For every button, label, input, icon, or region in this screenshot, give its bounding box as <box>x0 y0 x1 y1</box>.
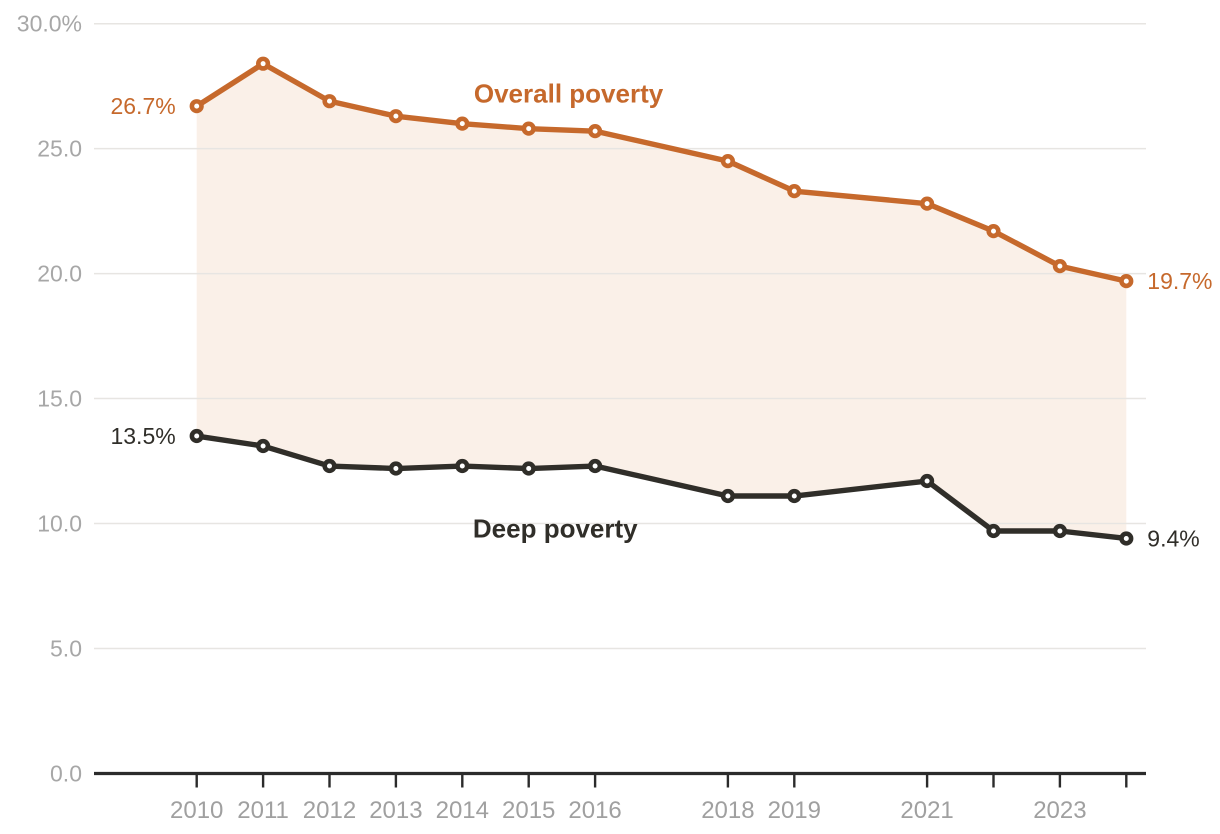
value-label-19.7-: 19.7% <box>1147 268 1212 294</box>
deep-poverty-point-2018 <box>720 488 736 504</box>
value-label-26.7-: 26.7% <box>110 93 175 119</box>
deep-poverty-point-2016 <box>587 458 603 474</box>
x-tick-label-2015: 2015 <box>502 797 555 824</box>
y-tick-label-30: 30.0% <box>17 11 82 37</box>
overall-poverty-point-2018 <box>720 154 736 169</box>
overall-poverty-point-2021 <box>919 196 935 211</box>
x-tick-label-2019: 2019 <box>768 797 821 824</box>
y-tick-label-5: 5.0 <box>50 635 82 661</box>
poverty-gap-band-fill <box>196 63 1127 539</box>
x-tick-label-2011: 2011 <box>237 797 289 824</box>
overall-poverty-point-2015 <box>521 121 536 136</box>
y-tick-label-0: 0.0 <box>50 760 82 786</box>
value-label-13.5-: 13.5% <box>110 423 175 449</box>
overall-poverty-point-2022 <box>986 224 1001 239</box>
y-tick-label-20: 20.0 <box>37 261 82 287</box>
overall-poverty-point-2019 <box>787 184 802 199</box>
deep-poverty-point-2014 <box>455 458 470 474</box>
deep-poverty-point-2022 <box>986 523 1001 539</box>
overall-poverty-point-2011 <box>256 56 271 71</box>
overall-poverty-point-2013 <box>388 109 404 124</box>
x-tick-label-2010: 2010 <box>170 797 223 824</box>
overall-poverty-point-2024 <box>1119 273 1134 289</box>
deep-poverty-point-2013 <box>388 461 404 476</box>
y-tick-label-25: 25.0 <box>37 136 82 162</box>
overall-poverty-point-2023 <box>1052 259 1067 274</box>
x-tick-label-2018: 2018 <box>701 797 754 824</box>
y-tick-label-15: 15.0 <box>37 386 82 412</box>
deep-poverty-point-2019 <box>787 488 802 504</box>
deep-poverty-point-2021 <box>919 473 935 489</box>
deep-poverty-point-2015 <box>521 461 536 476</box>
overall-poverty-point-2010 <box>189 99 204 114</box>
x-tick-label-2016: 2016 <box>568 797 621 824</box>
x-tick-label-2014: 2014 <box>436 797 489 824</box>
value-label-9.4-: 9.4% <box>1147 525 1199 551</box>
series-label-overall-poverty: Overall poverty <box>474 79 664 109</box>
overall-poverty-point-2016 <box>587 124 603 139</box>
x-tick-label-2021: 2021 <box>900 797 953 824</box>
deep-poverty-point-2010 <box>189 428 204 444</box>
x-tick-label-2012: 2012 <box>303 797 356 824</box>
deep-poverty-point-2011 <box>256 438 271 454</box>
x-tick-label-2023: 2023 <box>1033 797 1086 824</box>
deep-poverty-point-2023 <box>1052 523 1067 539</box>
deep-poverty-point-2012 <box>322 458 337 474</box>
x-tick-label-2013: 2013 <box>369 797 422 824</box>
overall-poverty-point-2014 <box>455 116 470 131</box>
deep-poverty-point-2024 <box>1119 531 1134 546</box>
overall-poverty-point-2012 <box>322 94 337 109</box>
series-label-deep-poverty: Deep poverty <box>473 513 638 543</box>
y-tick-label-10: 10.0 <box>37 511 82 537</box>
